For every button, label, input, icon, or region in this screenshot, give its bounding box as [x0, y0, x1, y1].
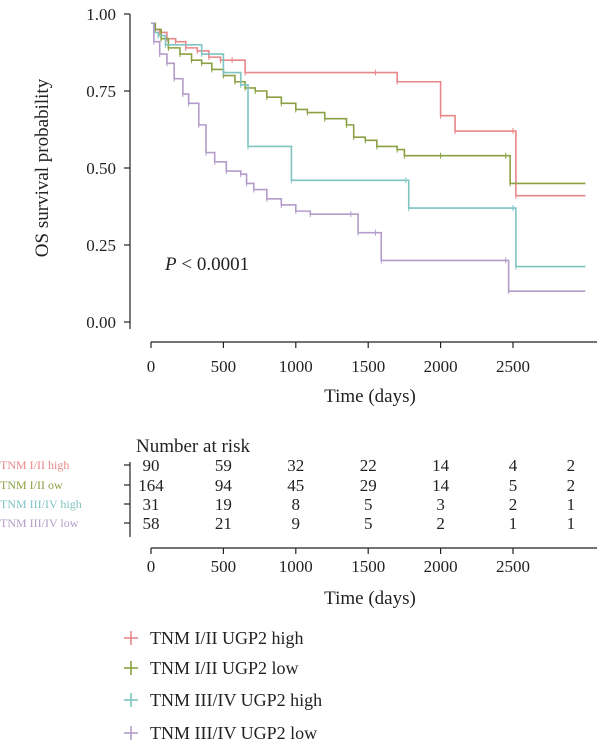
p-symbol: P [164, 254, 177, 275]
legend: TNM I/II UGP2 high TNM I/II UGP2 low TNM I… [124, 628, 322, 743]
risk-x-tick-label: 2500 [496, 557, 530, 576]
risk-count: 14 [432, 476, 450, 495]
risk-count: 58 [143, 514, 160, 533]
x-tick-label: 0 [147, 357, 156, 376]
survival-curve-3 [151, 22, 586, 268]
legend-label: TNM III/IV UGP2 high [150, 690, 322, 710]
risk-row-label: TNM III/IV low [0, 516, 79, 530]
risk-x-tick-label: 2000 [424, 557, 458, 576]
risk-count: 14 [432, 456, 450, 475]
risk-count: 5 [509, 476, 518, 495]
risk-count: 1 [567, 495, 576, 514]
legend-label: TNM III/IV UGP2 low [150, 723, 317, 743]
p-value-annotation: P < 0.0001 [164, 254, 249, 275]
risk-count: 1 [509, 514, 518, 533]
risk-count: 9 [292, 514, 301, 533]
x-tick-label: 2000 [424, 357, 458, 376]
risk-count: 3 [436, 495, 445, 514]
risk-x-tick-label: 500 [211, 557, 237, 576]
risk-count: 5 [364, 514, 373, 533]
risk-table-title: Number at risk [136, 436, 250, 457]
risk-count: 2 [567, 456, 576, 475]
risk-row-label: TNM III/IV high [0, 497, 82, 511]
y-tick-label: 0.00 [86, 313, 116, 332]
risk-x-tick-label: 0 [147, 557, 156, 576]
risk-count: 1 [567, 514, 576, 533]
risk-count: 29 [360, 476, 377, 495]
risk-x-axis-title: Time (days) [324, 588, 416, 609]
risk-count: 90 [143, 456, 160, 475]
risk-count: 8 [292, 495, 301, 514]
x-axis-title: Time (days) [324, 386, 416, 407]
x-tick-label: 1000 [279, 357, 313, 376]
survival-curve-2 [151, 22, 586, 185]
risk-count: 45 [287, 476, 304, 495]
risk-x-tick-label: 1500 [351, 557, 385, 576]
risk-count: 32 [287, 456, 304, 475]
y-tick-label: 1.00 [86, 5, 116, 24]
survival-plot: 0.00 0.25 0.50 0.75 1.00 0 500 1000 1500 2000 2500… [32, 5, 597, 407]
x-tick-label: 500 [211, 357, 237, 376]
risk-count: 2 [567, 476, 576, 495]
y-tick-label: 0.50 [86, 159, 116, 178]
risk-count: 94 [215, 476, 233, 495]
y-tick-label: 0.75 [86, 82, 116, 101]
p-value-text: < 0.0001 [177, 254, 249, 275]
risk-count: 19 [215, 495, 232, 514]
risk-count: 31 [143, 495, 160, 514]
risk-x-tick-label: 1000 [279, 557, 313, 576]
risk-count: 21 [215, 514, 232, 533]
risk-count: 22 [360, 456, 377, 475]
legend-label: TNM I/II UGP2 high [150, 628, 304, 648]
legend-label: TNM I/II UGP2 low [150, 658, 299, 678]
risk-count: 2 [509, 495, 518, 514]
risk-row-label: TNM I/II high [0, 458, 69, 472]
y-tick-label: 0.25 [86, 236, 116, 255]
risk-count: 4 [509, 456, 518, 475]
risk-count: 5 [364, 495, 373, 514]
risk-row-label: TNM I/II ow [0, 478, 63, 492]
y-axis-title: OS survival probability [32, 78, 53, 257]
survival-curve-4 [151, 22, 586, 292]
x-tick-label: 2500 [496, 357, 530, 376]
risk-count: 164 [138, 476, 164, 495]
x-tick-label: 1500 [351, 357, 385, 376]
risk-count: 59 [215, 456, 232, 475]
risk-count: 2 [436, 514, 445, 533]
survival-curve-1 [151, 22, 586, 197]
